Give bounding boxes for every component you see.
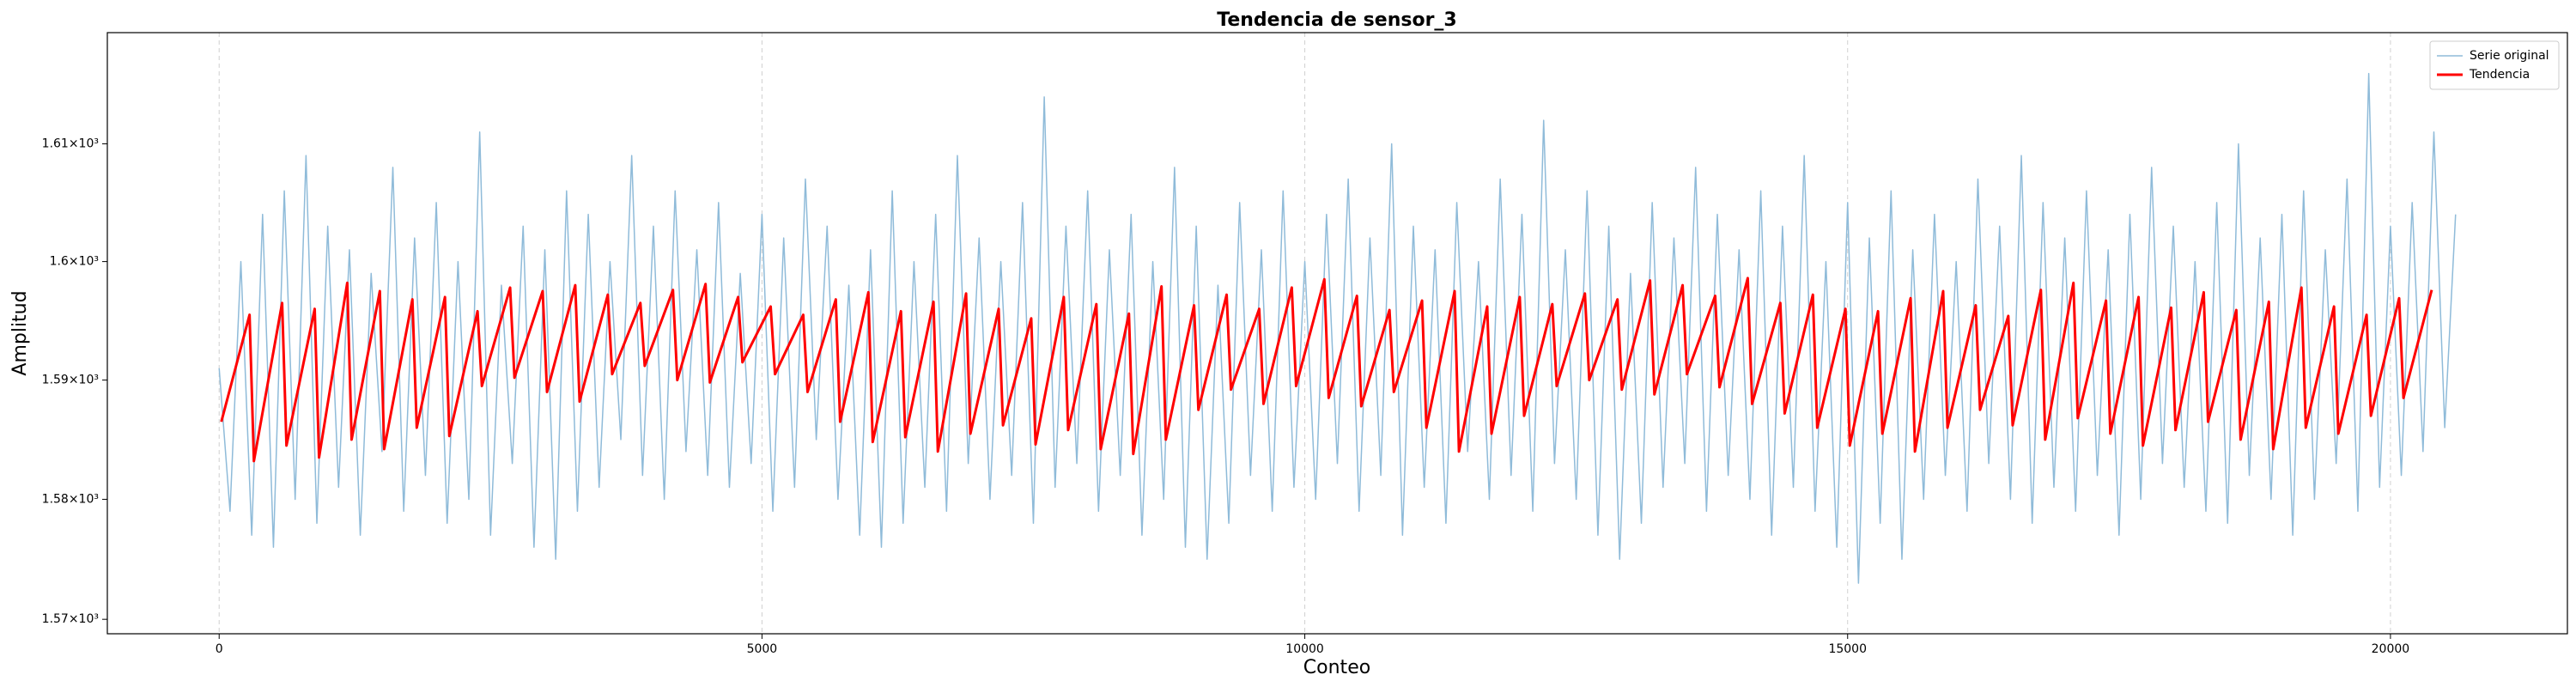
y-tick-label: 1.59×10³ (42, 374, 99, 387)
y-tick-label: 1.58×10³ (42, 492, 99, 506)
y-tick-label: 1.6×10³ (50, 255, 99, 269)
plot-frame (106, 32, 2568, 635)
legend: Serie original Tendencia (2429, 40, 2560, 90)
x-tick-label: 10000 (1285, 642, 1324, 656)
x-tick-label: 5000 (747, 642, 778, 656)
legend-label: Tendencia (2469, 68, 2530, 82)
y-tick-label: 1.57×10³ (42, 612, 99, 626)
series-line (218, 72, 2457, 584)
y-axis-label: Amplitud (9, 290, 31, 375)
series-line (220, 277, 2433, 463)
x-tick-label: 20000 (2372, 642, 2410, 656)
y-tick-label: 1.61×10³ (42, 137, 99, 150)
x-axis-label: Conteo (1303, 657, 1370, 678)
legend-label: Serie original (2470, 49, 2549, 63)
x-tick-label: 15000 (1828, 642, 1867, 656)
x-tick-label: 0 (216, 642, 223, 656)
legend-box (2429, 40, 2560, 90)
chart-title: Tendencia de sensor_3 (1217, 9, 1456, 31)
